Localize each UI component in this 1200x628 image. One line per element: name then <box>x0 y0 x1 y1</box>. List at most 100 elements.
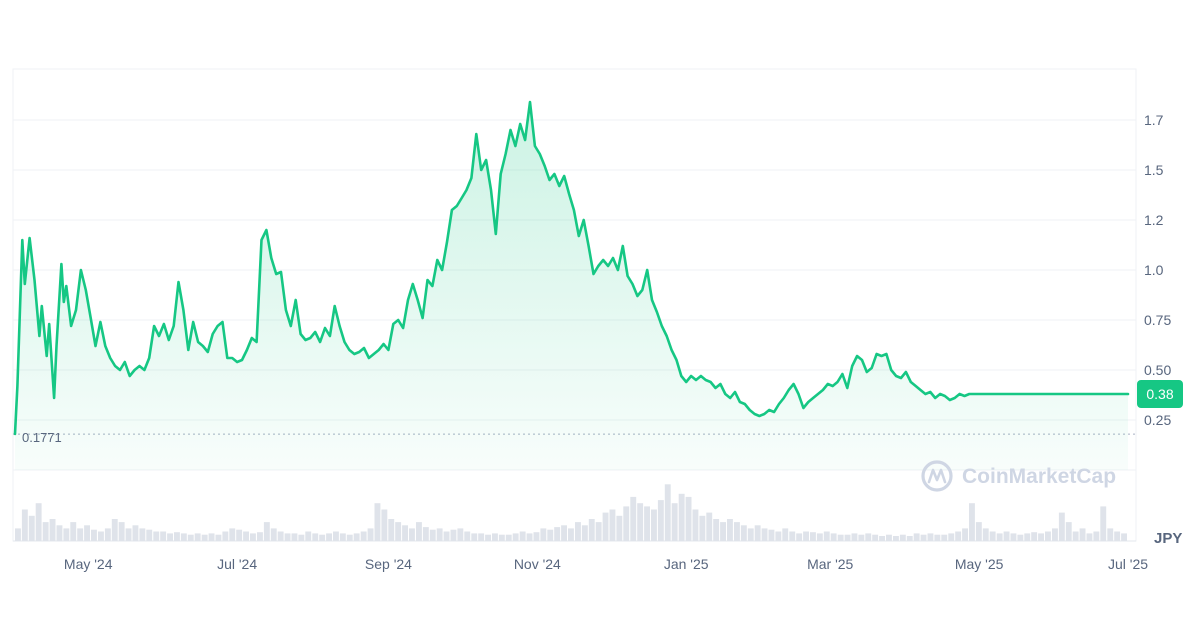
volume-bar <box>257 532 263 541</box>
volume-bar <box>740 525 747 542</box>
volume-bar <box>547 529 554 541</box>
volume-bar <box>222 531 229 541</box>
price-area <box>15 102 1128 470</box>
volume-bar <box>948 533 955 541</box>
y-tick-label: 0.75 <box>1144 312 1171 328</box>
volume-bar <box>263 522 270 541</box>
volume-bar <box>409 528 415 541</box>
volume-bar <box>768 529 775 541</box>
volume-bar <box>291 533 298 541</box>
low-price-label: 0.1771 <box>22 430 62 445</box>
watermark-text: CoinMarketCap <box>962 465 1116 488</box>
volume-bar <box>1010 533 1017 541</box>
volume-bar <box>402 525 408 542</box>
volume-bar <box>505 534 512 541</box>
y-tick-label: 1.7 <box>1144 112 1164 128</box>
volume-bar <box>568 528 574 541</box>
volume-bar <box>782 528 789 541</box>
volume-bar <box>975 522 982 541</box>
volume-bar <box>208 533 215 541</box>
volume-bar <box>575 522 581 541</box>
volume-bar <box>581 525 588 542</box>
volume-bar <box>886 534 892 541</box>
volume-bar <box>996 533 1003 541</box>
volume-bar <box>360 531 367 541</box>
x-tick-label: Nov '24 <box>514 556 561 572</box>
volume-bar <box>395 522 402 541</box>
volume-bar <box>1038 533 1044 541</box>
volume-bar <box>941 534 948 541</box>
volume-bar <box>685 496 692 541</box>
volume-bar <box>498 534 505 541</box>
volume-bar <box>796 533 803 541</box>
volume-bar <box>339 533 346 541</box>
volume-bar <box>962 528 968 541</box>
volume-bar <box>353 533 360 541</box>
volume-bar <box>1114 531 1121 541</box>
area-layer <box>13 100 1130 470</box>
volume-bar <box>899 534 906 541</box>
volume-bar <box>1079 528 1086 541</box>
volume-bar <box>49 519 56 541</box>
volume-bar <box>720 522 726 541</box>
x-tick-label: Jul '24 <box>217 556 257 572</box>
x-axis: May '24 Jul '24 Sep '24 Nov '24 Jan '25 Mar '… <box>64 556 1148 572</box>
volume-bar <box>346 534 353 541</box>
volume-bar <box>1031 532 1038 541</box>
volume-bar <box>270 528 277 541</box>
volume-bar <box>803 531 809 541</box>
volume-bar <box>893 536 899 541</box>
volume-bar <box>637 503 644 541</box>
volume-bar <box>305 531 312 541</box>
volume-bar <box>969 503 975 541</box>
volume-bar <box>367 528 374 541</box>
volume-bar <box>70 522 77 541</box>
currency-label: JPY <box>1154 530 1182 547</box>
volume-bars <box>15 484 1127 542</box>
volume-bar <box>671 503 678 541</box>
volume-bar <box>734 522 740 541</box>
volume-bar <box>167 533 173 541</box>
volume-bar <box>823 531 830 541</box>
volume-bar <box>616 515 623 541</box>
volume-bar <box>457 528 464 541</box>
volume-bar <box>388 519 395 541</box>
x-tick-label: May '25 <box>955 556 1004 572</box>
volume-bar <box>298 534 305 541</box>
volume-bar <box>609 509 616 541</box>
volume-bar <box>1065 522 1072 541</box>
volume-bar <box>602 512 609 541</box>
volume-bar <box>913 533 920 541</box>
volume-bar <box>955 531 962 541</box>
volume-bar <box>478 533 485 541</box>
volume-bar <box>1045 531 1051 541</box>
volume-bar <box>1052 528 1058 541</box>
volume-bar <box>526 533 533 541</box>
volume-bar <box>422 527 429 541</box>
volume-bar <box>326 533 332 541</box>
volume-bar <box>42 522 49 541</box>
volume-bar <box>15 528 21 541</box>
volume-bar <box>485 534 491 541</box>
volume-bar <box>98 531 104 541</box>
current-price-label: 0.38 <box>1146 386 1173 402</box>
volume-bar <box>381 509 388 541</box>
volume-bar <box>830 533 837 541</box>
volume-bar <box>623 506 630 542</box>
y-tick-label: 0.50 <box>1144 362 1171 378</box>
y-axis: 0.25 0.50 0.75 1.0 1.2 1.5 1.7 <box>1144 112 1171 428</box>
volume-bar <box>989 531 996 541</box>
volume-bar <box>139 528 146 541</box>
volume-bar <box>865 533 872 541</box>
volume-bar <box>844 534 851 541</box>
volume-bar <box>837 534 844 541</box>
volume-bar <box>1072 531 1079 541</box>
volume-bar <box>416 522 422 541</box>
volume-bar <box>519 531 526 541</box>
volume-bar <box>374 503 381 541</box>
volume-bar <box>678 493 685 542</box>
volume-bar <box>28 515 35 541</box>
volume-bar <box>91 529 97 541</box>
volume-bar <box>236 529 243 541</box>
volume-bar <box>443 531 450 541</box>
